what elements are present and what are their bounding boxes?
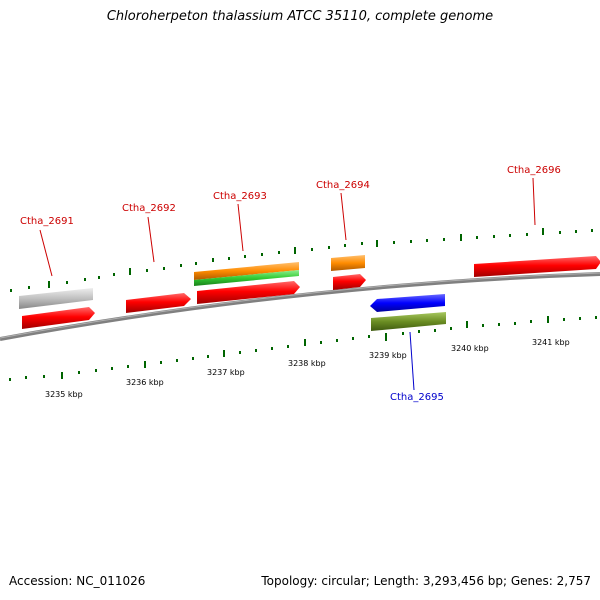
gene-ctha-2695-olive[interactable] xyxy=(371,312,446,331)
scale-label: 3236 kbp xyxy=(126,378,164,387)
gene-ctha-2693-green[interactable] xyxy=(194,270,299,286)
gene-ctha-2694-orange[interactable] xyxy=(331,255,365,271)
scale-labels: 3235 kbp 3236 kbp 3237 kbp 3238 kbp 3239… xyxy=(45,338,570,399)
gene-ctha-2694-cds[interactable] xyxy=(333,274,366,290)
genome-title: Chloroherpeton thalassium ATCC 35110, co… xyxy=(106,9,494,24)
gene-ctha-2691-cds[interactable] xyxy=(22,307,95,329)
gene-ctha-2693-cds[interactable] xyxy=(197,281,300,304)
gene-label-ctha-2694[interactable]: Ctha_2694 xyxy=(316,180,370,191)
gene-ctha-2691-gray[interactable] xyxy=(19,288,93,309)
gene-label-ctha-2691[interactable]: Ctha_2691 xyxy=(20,216,74,227)
gene-label-ctha-2692[interactable]: Ctha_2692 xyxy=(122,203,176,214)
gene-ctha-2692-cds[interactable] xyxy=(126,293,191,313)
scale-label: 3235 kbp xyxy=(45,390,83,399)
gene-ctha-2695-cds[interactable] xyxy=(370,294,445,312)
genome-backbone xyxy=(0,272,600,341)
gene-labels: Ctha_2691 Ctha_2692 Ctha_2693 Ctha_2694 … xyxy=(20,165,561,403)
genome-backbone-highlight xyxy=(0,272,600,339)
accession-text: Accession: NC_011026 xyxy=(9,574,146,588)
gene-ctha-2696-cds[interactable] xyxy=(474,256,600,277)
gene-label-ctha-2693[interactable]: Ctha_2693 xyxy=(213,191,267,202)
scale-label: 3238 kbp xyxy=(288,359,326,368)
scale-label: 3237 kbp xyxy=(207,368,245,377)
scale-label: 3241 kbp xyxy=(532,338,570,347)
scale-label: 3240 kbp xyxy=(451,344,489,353)
gene-label-ctha-2695[interactable]: Ctha_2695 xyxy=(390,392,444,403)
upper-tick-ring xyxy=(10,228,593,292)
lower-tick-ring xyxy=(9,316,597,381)
scale-label: 3239 kbp xyxy=(369,351,407,360)
genome-stats-text: Topology: circular; Length: 3,293,456 bp… xyxy=(261,574,591,588)
reverse-genes xyxy=(370,294,446,331)
gene-ctha-2693-orange[interactable] xyxy=(194,262,299,280)
forward-genes xyxy=(19,255,600,329)
label-leaders xyxy=(39,177,536,391)
gene-label-ctha-2696[interactable]: Ctha_2696 xyxy=(507,165,561,176)
